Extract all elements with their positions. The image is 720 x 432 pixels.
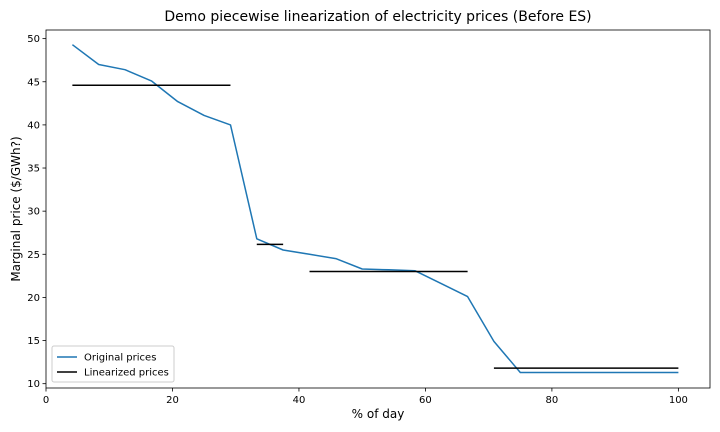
- y-tick-label: 40: [27, 120, 40, 131]
- y-tick-label: 20: [27, 293, 40, 304]
- legend-label-original: Original prices: [84, 353, 156, 364]
- y-tick-label: 50: [27, 34, 40, 45]
- series-line-original-prices: [71, 44, 679, 374]
- x-tick-label: 80: [546, 395, 559, 406]
- x-tick-label: 40: [293, 395, 306, 406]
- y-tick-label: 15: [27, 336, 40, 347]
- axis-ticks: 0 20 40 60 80 100 10 15 20 25 30 35 40 45 50: [27, 34, 688, 406]
- axes-frame: [45, 29, 711, 389]
- y-tick-label: 25: [27, 250, 40, 261]
- y-tick-label: 30: [27, 207, 40, 218]
- x-tick-label: 100: [669, 395, 688, 406]
- x-tick-label: 20: [166, 395, 179, 406]
- legend-frame: [51, 345, 175, 383]
- y-axis-label: Marginal price ($/GWh?): [9, 136, 23, 281]
- legend-label-linearized: Linearized prices: [84, 368, 169, 379]
- y-tick-label: 35: [27, 164, 40, 175]
- x-axis-label: % of day: [352, 407, 405, 421]
- x-tick-label: 60: [419, 395, 432, 406]
- y-tick-label: 45: [27, 77, 40, 88]
- x-tick-label: 0: [43, 395, 49, 406]
- legend: Original prices Linearized prices: [51, 345, 175, 383]
- y-tick-label: 10: [27, 379, 40, 390]
- plot-area: [45, 29, 711, 389]
- chart-title: Demo piecewise linearization of electric…: [164, 9, 591, 25]
